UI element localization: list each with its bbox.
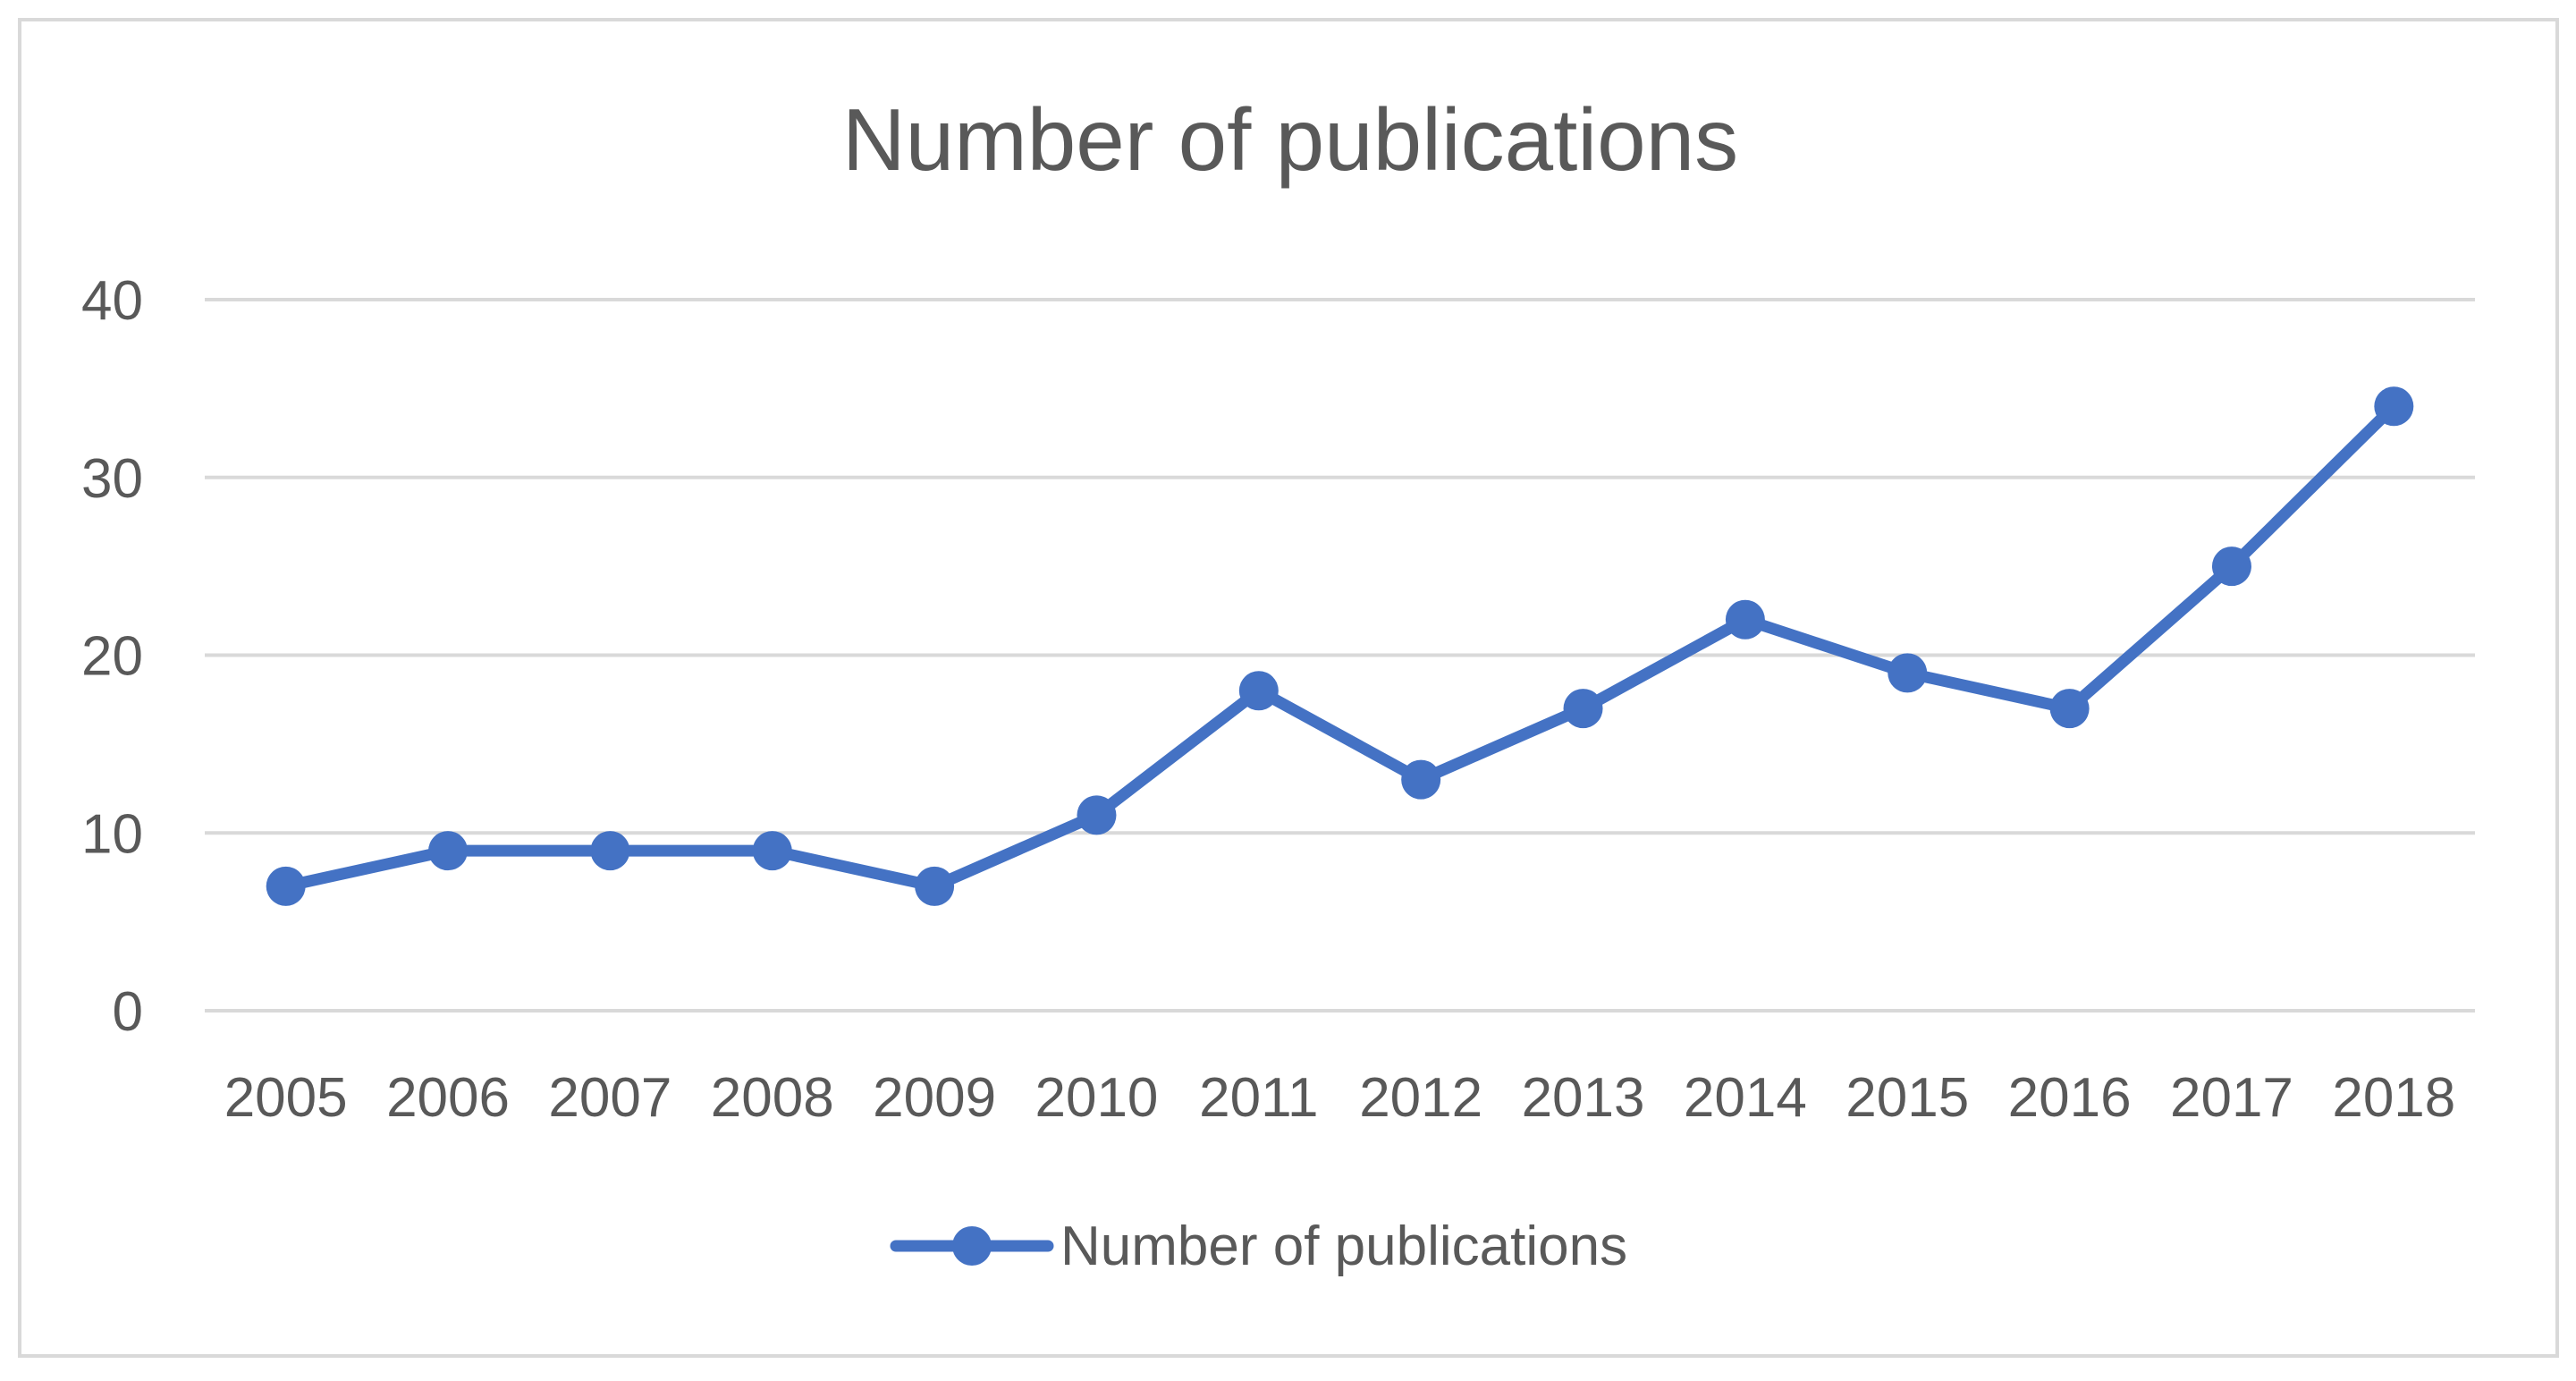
y-tick-label: 0	[113, 981, 143, 1043]
x-tick-label: 2014	[1684, 1067, 1807, 1129]
legend-label: Number of publications	[1060, 1216, 1627, 1277]
y-axis-tick-labels: 0 10 20 30 40	[81, 270, 143, 1043]
chart-title: Number of publications	[842, 90, 1738, 189]
data-point	[1888, 653, 1928, 693]
series-line	[280, 400, 2400, 893]
x-axis-tick-labels: 2005 2006 2007 2008 2009 2010 2011 2012 2013 2014…	[224, 1067, 2456, 1129]
gridlines	[205, 298, 2475, 1012]
y-tick-label: 30	[81, 448, 143, 510]
x-tick-label: 2016	[2008, 1067, 2132, 1129]
legend[interactable]: Number of publications	[890, 1216, 1627, 1277]
data-point	[2374, 386, 2414, 427]
y-tick-label: 20	[81, 626, 143, 688]
x-tick-label: 2011	[1199, 1067, 1318, 1129]
x-tick-label: 2017	[2170, 1067, 2293, 1129]
x-tick-label: 2012	[1359, 1067, 1482, 1129]
x-tick-label: 2006	[386, 1067, 510, 1129]
x-tick-label: 2008	[711, 1067, 834, 1129]
series-layer	[266, 386, 2414, 906]
chart-border	[18, 18, 2559, 1358]
data-point	[1401, 759, 1441, 800]
data-point	[2049, 689, 2090, 729]
x-tick-label: 2009	[873, 1067, 996, 1129]
x-tick-label: 2018	[2332, 1067, 2455, 1129]
data-point	[1077, 795, 1117, 835]
data-point	[1563, 689, 1603, 729]
x-tick-label: 2007	[548, 1067, 671, 1129]
x-tick-label: 2013	[1522, 1067, 1645, 1129]
x-tick-label: 2005	[224, 1067, 348, 1129]
data-point	[1725, 599, 1765, 640]
legend-marker-swatch	[952, 1226, 992, 1266]
x-tick-label: 2015	[1845, 1067, 1969, 1129]
data-point	[2211, 546, 2251, 587]
y-tick-label: 40	[81, 270, 143, 332]
data-point	[428, 831, 469, 871]
y-tick-label: 10	[81, 803, 143, 865]
data-point	[915, 866, 955, 906]
data-point	[1238, 671, 1279, 711]
x-tick-label: 2010	[1035, 1067, 1158, 1129]
data-point	[752, 831, 792, 871]
data-point	[266, 866, 306, 906]
data-point	[590, 831, 630, 871]
